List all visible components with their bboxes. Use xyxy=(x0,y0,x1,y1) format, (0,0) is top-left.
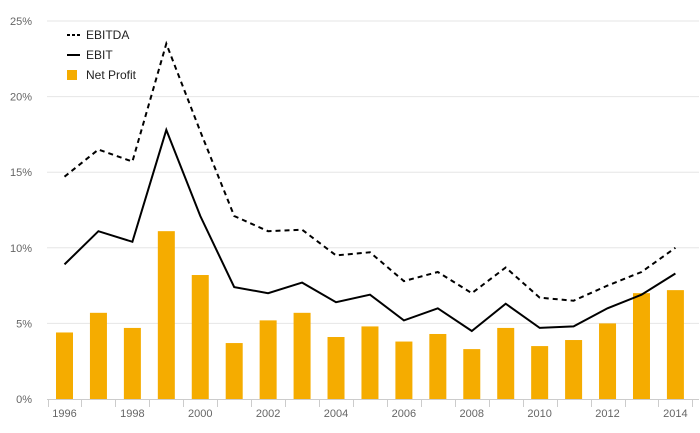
y-tick-label: 25% xyxy=(10,16,32,28)
legend: EBITDA EBIT Net Profit xyxy=(67,28,137,82)
legend-label: EBIT xyxy=(86,48,113,62)
y-tick-label: 15% xyxy=(10,167,32,179)
net-profit-bar xyxy=(89,312,107,399)
bar-layer xyxy=(56,231,684,399)
net-profit-bar xyxy=(666,290,684,399)
net-profit-bar xyxy=(123,327,141,399)
x-tick-label: 1996 xyxy=(52,408,76,420)
net-profit-bar xyxy=(429,333,447,399)
y-tick-label: 5% xyxy=(16,318,32,330)
x-tick-label: 2010 xyxy=(527,408,551,420)
y-tick-label: 20% xyxy=(10,92,32,104)
net-profit-bar xyxy=(531,346,549,399)
x-tick-label: 2006 xyxy=(392,408,416,420)
legend-item-ebitda: EBITDA xyxy=(67,28,129,42)
legend-swatch xyxy=(67,70,77,80)
line-layer xyxy=(63,40,676,333)
y-tick-label: 10% xyxy=(10,243,32,255)
net-profit-bar xyxy=(632,293,650,399)
net-profit-bar xyxy=(259,320,277,399)
legend-item-ebit: EBIT xyxy=(67,48,113,62)
x-tick-label: 2008 xyxy=(460,408,484,420)
net-profit-bar xyxy=(361,326,379,399)
net-profit-bar xyxy=(599,323,617,399)
grid-layer xyxy=(47,20,699,324)
legend-item-net-profit: Net Profit xyxy=(67,68,137,82)
net-profit-bar xyxy=(191,275,209,399)
legend-label: Net Profit xyxy=(86,68,137,82)
net-profit-bar xyxy=(497,327,515,399)
net-profit-bar xyxy=(565,340,583,399)
x-tick-label: 1998 xyxy=(120,408,144,420)
x-tick-label: 2014 xyxy=(663,408,687,420)
net-profit-bar xyxy=(225,343,243,399)
ebitda-line xyxy=(63,40,676,302)
x-tick-label: 2004 xyxy=(324,408,348,420)
net-profit-bar xyxy=(327,337,345,399)
legend-label: EBITDA xyxy=(86,28,129,42)
net-profit-bar xyxy=(293,312,311,399)
axis-layer: 0% 5% 10% 15% 20% 25% 1996 1998 2000 2002 2004 2006… xyxy=(10,16,699,420)
net-profit-bar xyxy=(56,332,73,399)
y-tick-label: 0% xyxy=(16,394,32,406)
ebit-line xyxy=(63,126,676,333)
x-tick-label: 2002 xyxy=(256,408,280,420)
net-profit-bar xyxy=(395,341,413,399)
x-tick-label: 2000 xyxy=(188,408,212,420)
net-profit-bar xyxy=(157,231,175,399)
net-profit-bar xyxy=(463,349,481,399)
x-tick-label: 2012 xyxy=(595,408,619,420)
